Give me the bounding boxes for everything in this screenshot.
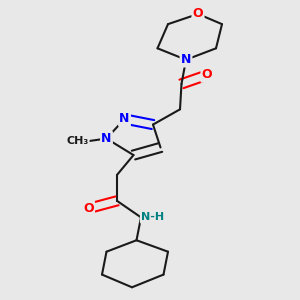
Text: N: N: [119, 112, 130, 125]
Text: N: N: [101, 132, 112, 145]
Text: O: O: [193, 8, 203, 20]
Text: O: O: [83, 202, 94, 215]
Text: O: O: [202, 68, 212, 82]
Text: N-H: N-H: [141, 212, 164, 222]
Text: CH₃: CH₃: [66, 136, 88, 146]
Text: N: N: [181, 53, 191, 66]
